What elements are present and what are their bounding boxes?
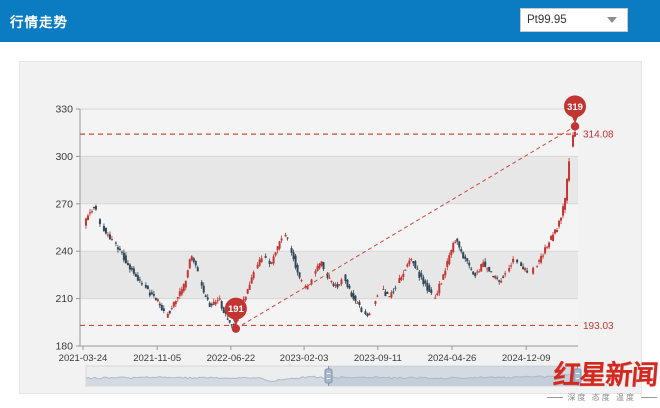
svg-text:319: 319	[567, 102, 583, 113]
chart-panel: 180 210 240 270 300 330 2021-03-24 2021-11-05 20…	[19, 61, 642, 394]
tagline-rule-left	[546, 397, 563, 398]
range-navigator[interactable]	[85, 365, 582, 387]
page-title: 行情走势	[10, 15, 68, 30]
svg-text:2021-11-05: 2021-11-05	[133, 353, 181, 364]
chevron-down-icon	[607, 17, 617, 23]
reference-lines: 314.08 193.03	[80, 125, 614, 332]
svg-text:210: 210	[55, 293, 73, 305]
tagline-rule-right	[641, 397, 657, 398]
svg-text:2021-03-24: 2021-03-24	[59, 353, 108, 364]
navigator-right-handle[interactable]	[573, 368, 582, 384]
svg-text:193.03: 193.03	[583, 321, 614, 332]
svg-text:314.08: 314.08	[583, 130, 614, 141]
svg-text:240: 240	[55, 246, 73, 258]
navigator-left-handle[interactable]	[324, 368, 333, 384]
instrument-select[interactable]: Pt99.95	[520, 8, 628, 32]
svg-text:300: 300	[55, 151, 73, 163]
svg-text:180: 180	[55, 341, 73, 353]
candlestick-series	[84, 129, 577, 329]
svg-text:2024-04-26: 2024-04-26	[428, 353, 477, 364]
price-markers: 191 319	[224, 95, 587, 333]
y-axis: 180 210 240 270 300 330	[55, 104, 81, 353]
instrument-select-value: Pt99.95	[527, 14, 567, 26]
app-header: 行情走势 Pt99.95	[0, 0, 660, 42]
brand-logo: 红星新闻	[551, 360, 659, 390]
brand-watermark: 红星新闻 深度 态度 温度	[546, 360, 659, 403]
svg-text:2024-12-09: 2024-12-09	[502, 353, 551, 364]
plot-bands	[80, 109, 578, 346]
svg-text:2023-02-03: 2023-02-03	[280, 353, 329, 364]
x-axis: 2021-03-24 2021-11-05 2022-06-22 2023-02-03…	[59, 345, 578, 364]
svg-text:330: 330	[55, 104, 73, 116]
navigator-window[interactable]	[328, 366, 578, 386]
brand-tagline-row: 深度 态度 温度	[546, 392, 657, 403]
svg-text:2022-06-22: 2022-06-22	[207, 353, 256, 364]
brand-tagline: 深度 态度 温度	[567, 393, 636, 402]
svg-text:270: 270	[55, 198, 73, 210]
svg-text:191: 191	[228, 304, 245, 315]
svg-text:2023-09-11: 2023-09-11	[354, 353, 402, 364]
